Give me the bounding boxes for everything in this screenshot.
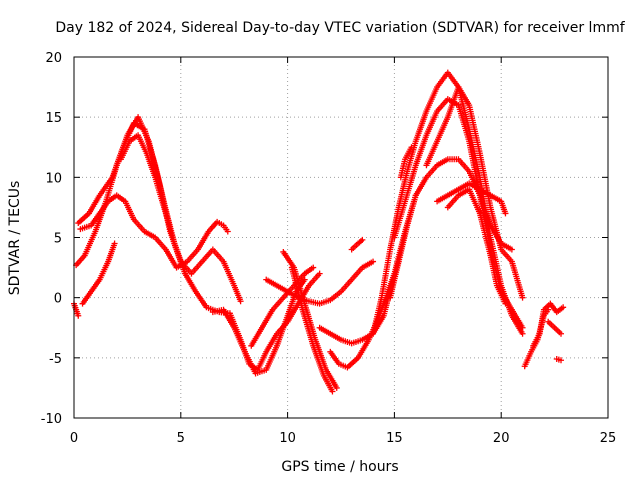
x-tick-label: 10 <box>279 431 296 446</box>
y-tick-label: 15 <box>45 111 62 126</box>
chart-title: Day 182 of 2024, Sidereal Day-to-day VTE… <box>55 20 625 36</box>
data-point <box>310 264 317 271</box>
data-point <box>519 330 526 337</box>
axis-ticks: 0 5 10 15 20 25 -10 -5 0 5 10 15 20 <box>41 51 617 446</box>
data-point <box>237 298 244 305</box>
x-axis-label: GPS time / hours <box>281 459 398 475</box>
series-track-5 <box>117 132 184 265</box>
data-point <box>111 240 118 247</box>
x-tick-label: 25 <box>600 431 617 446</box>
data-point <box>502 210 509 217</box>
data-point <box>558 330 565 337</box>
y-tick-label: 10 <box>45 171 62 186</box>
series-track-20 <box>444 186 509 307</box>
series-track-24 <box>553 356 565 364</box>
data-point <box>301 276 308 283</box>
y-axis-label: SDTVAR / TECUs <box>7 181 23 296</box>
data-point <box>333 384 340 391</box>
x-tick-label: 20 <box>493 431 510 446</box>
series-track-13 <box>348 236 366 253</box>
data-point <box>370 258 377 265</box>
x-tick-label: 0 <box>70 431 78 446</box>
data-point <box>177 258 184 265</box>
x-tick-label: 5 <box>177 431 185 446</box>
series-track-19 <box>423 84 526 301</box>
series-track-6 <box>209 276 308 377</box>
series-track-7 <box>248 264 317 349</box>
y-tick-label: -5 <box>49 352 62 367</box>
data-point <box>75 312 82 319</box>
series-track-23 <box>545 318 565 337</box>
y-tick-label: -10 <box>41 412 62 427</box>
x-tick-label: 15 <box>386 431 403 446</box>
y-tick-label: 5 <box>54 232 62 247</box>
data-point <box>329 388 336 395</box>
series-track-8 <box>263 258 377 307</box>
y-tick-label: 20 <box>45 51 62 66</box>
data-point <box>519 324 526 331</box>
data-point <box>519 294 526 301</box>
data-point <box>560 304 567 311</box>
series-track-17 <box>397 144 415 181</box>
series-track-10 <box>288 264 336 395</box>
series-track-18 <box>434 180 509 217</box>
series-track-3 <box>77 192 231 271</box>
series-track-4 <box>79 240 118 307</box>
data-point <box>508 246 515 253</box>
data-point <box>502 300 509 307</box>
series-track-22 <box>530 300 567 349</box>
data-point <box>558 357 565 364</box>
data-point <box>316 270 323 277</box>
y-tick-label: 0 <box>54 292 62 307</box>
data-point <box>224 228 231 235</box>
data-point <box>408 144 415 151</box>
grid <box>74 57 608 418</box>
data-point <box>359 236 366 243</box>
plot-area <box>71 69 567 395</box>
